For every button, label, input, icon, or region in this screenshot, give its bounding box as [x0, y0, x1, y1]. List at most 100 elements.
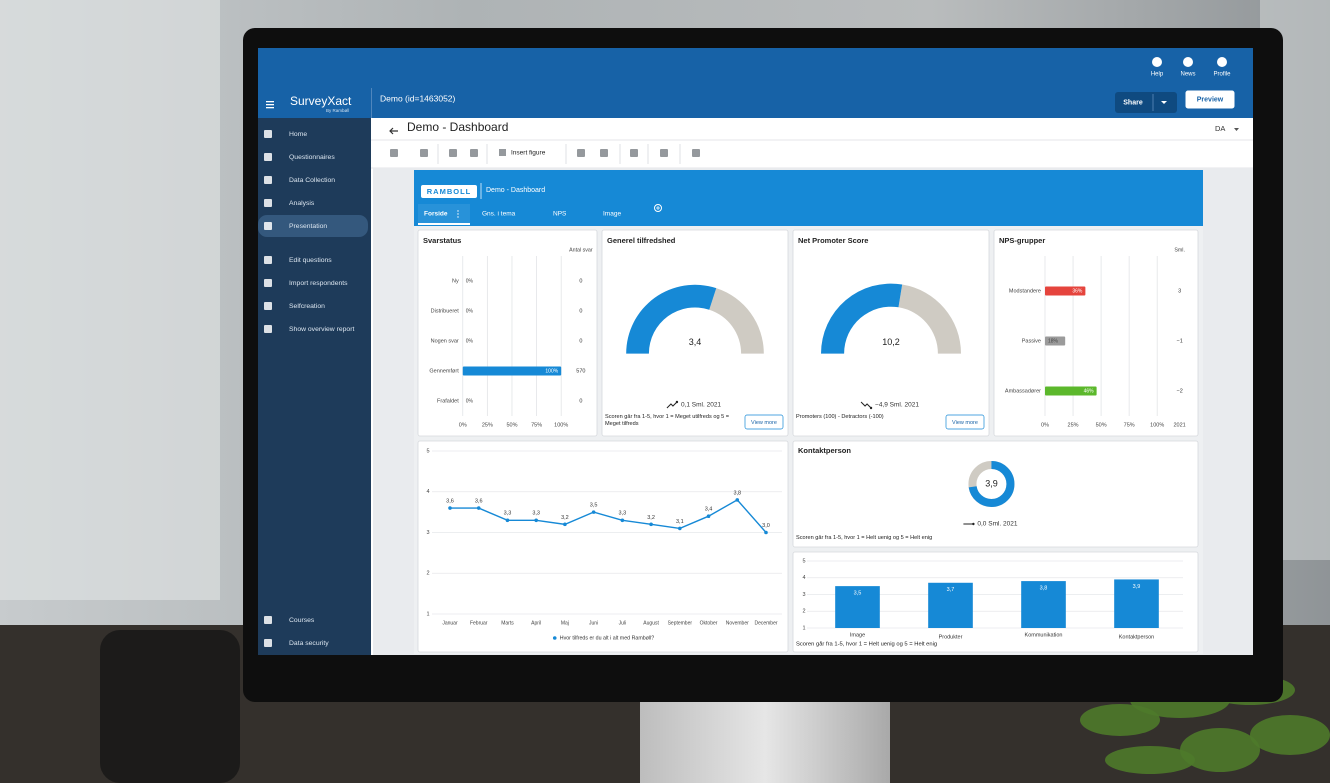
toolbar-icon[interactable]	[630, 149, 638, 157]
side-header: Antal svar	[569, 247, 593, 253]
toolbar-icon[interactable]	[600, 149, 608, 157]
plant-leaf	[1080, 704, 1160, 736]
language[interactable]: DA	[1215, 124, 1225, 133]
nav-icon[interactable]	[264, 153, 272, 161]
x-tick-label: 50%	[1096, 422, 1107, 428]
bar	[1114, 579, 1159, 628]
trend-label: 0,0 Sml. 2021	[977, 521, 1017, 528]
nav-item[interactable]: Courses	[289, 617, 315, 624]
preview-label[interactable]: Preview	[1197, 96, 1224, 103]
action-icon[interactable]	[1152, 57, 1162, 67]
trend-icon-head	[972, 522, 975, 526]
card-title: Net Promoter Score	[798, 236, 868, 245]
tab[interactable]: Forside	[424, 211, 448, 218]
share-label[interactable]: Share	[1123, 99, 1143, 106]
action-label[interactable]: News	[1180, 72, 1195, 78]
nav-icon[interactable]	[264, 616, 272, 624]
x-tick-label: Kontaktperson	[1119, 634, 1154, 640]
view-more-label[interactable]: View more	[952, 420, 978, 426]
nav-item[interactable]: Show overview report	[289, 326, 354, 333]
tab[interactable]: NPS	[553, 211, 567, 218]
view-more-button[interactable]	[744, 414, 784, 430]
nav-item[interactable]: Selfcreation	[289, 303, 325, 310]
nav-icon[interactable]	[264, 325, 272, 333]
preview-button[interactable]	[1184, 89, 1236, 110]
bar	[462, 366, 562, 376]
nav-icon[interactable]	[264, 130, 272, 138]
value-label: 3,3	[532, 511, 540, 517]
value-label: 3,5	[590, 503, 598, 509]
x-tick-label: Oktober	[700, 620, 718, 626]
nav-item[interactable]: Questionnaires	[289, 154, 335, 161]
nav-icon[interactable]	[264, 176, 272, 184]
view-more-label[interactable]: View more	[751, 420, 777, 426]
nav-item[interactable]: Analysis	[289, 200, 315, 207]
action-icon[interactable]	[1217, 57, 1227, 67]
nav-item[interactable]: Edit questions	[289, 257, 332, 264]
value-label: 3,6	[446, 499, 454, 505]
value-label: 3,9	[1133, 584, 1141, 590]
add-tab[interactable]	[654, 204, 662, 212]
share-caret[interactable]	[1161, 101, 1167, 104]
line-point	[678, 526, 682, 531]
line-point	[534, 518, 538, 523]
value-label: 0%	[466, 338, 474, 344]
nav-item[interactable]: Import respondents	[289, 280, 348, 287]
nav-icon[interactable]	[264, 256, 272, 264]
tab-active-bg	[418, 204, 470, 223]
tab[interactable]: Gns. i tema	[482, 211, 516, 218]
toolbar-icon[interactable]	[449, 149, 457, 157]
value-label: 3,2	[647, 515, 655, 521]
share-button[interactable]	[1115, 92, 1177, 113]
value-label: 100%	[545, 368, 558, 374]
category-label: Modstandere	[1009, 288, 1041, 294]
nav-icon[interactable]	[264, 222, 272, 230]
card-title: Kontaktperson	[798, 446, 851, 455]
category-label: Ny	[452, 278, 459, 284]
bar	[928, 582, 973, 628]
nav-item[interactable]: Data Collection	[289, 177, 335, 184]
value-label: 36%	[1072, 288, 1083, 294]
nav-icon[interactable]	[264, 279, 272, 287]
nav-icon[interactable]	[264, 639, 272, 647]
line	[450, 499, 767, 533]
nav-item[interactable]: Presentation	[289, 223, 327, 230]
insert-figure-button[interactable]	[494, 145, 560, 161]
toolbar-icon[interactable]	[420, 149, 428, 157]
trend-icon	[666, 401, 678, 409]
value-label: 3,4	[705, 507, 713, 513]
toolbar-icon[interactable]	[577, 149, 585, 157]
nav-item[interactable]: Data security	[289, 640, 329, 647]
side-value: 0	[579, 338, 582, 344]
side-value: 570	[576, 368, 585, 374]
tab-active-underline	[418, 223, 470, 225]
y-tick-label: 5	[802, 558, 805, 564]
app-header	[258, 48, 1253, 118]
nav-icon[interactable]	[264, 199, 272, 207]
x-tick-label: 100%	[1150, 422, 1164, 428]
action-icon[interactable]	[1183, 57, 1193, 67]
action-label[interactable]: Profile	[1213, 72, 1231, 78]
toolbar-icon[interactable]	[390, 149, 398, 157]
insert-figure-label[interactable]: Insert figure	[511, 150, 546, 157]
tab[interactable]: Image	[603, 211, 621, 218]
toolbar-icon[interactable]	[470, 149, 478, 157]
toolbar-icon[interactable]	[692, 149, 700, 157]
side-value: 3	[1178, 288, 1181, 294]
gauge-value-label: 3,4	[689, 337, 702, 347]
monitor-stand	[640, 695, 890, 783]
x-tick-label: November	[726, 620, 749, 626]
view-more-button[interactable]	[945, 414, 985, 430]
menu-icon[interactable]	[266, 101, 274, 103]
card-title: Svarstatus	[423, 236, 461, 245]
back-arrow[interactable]	[389, 127, 398, 135]
menu-icon[interactable]	[266, 107, 274, 109]
action-label[interactable]: Help	[1151, 72, 1164, 78]
x-tick-label: April	[531, 620, 541, 626]
x-tick-label: 100%	[554, 422, 568, 428]
nav-icon[interactable]	[264, 302, 272, 310]
nav-item[interactable]: Home	[289, 131, 307, 138]
toolbar-icon[interactable]	[660, 149, 668, 157]
plant-leaf	[1250, 715, 1330, 755]
menu-icon[interactable]	[266, 104, 274, 106]
